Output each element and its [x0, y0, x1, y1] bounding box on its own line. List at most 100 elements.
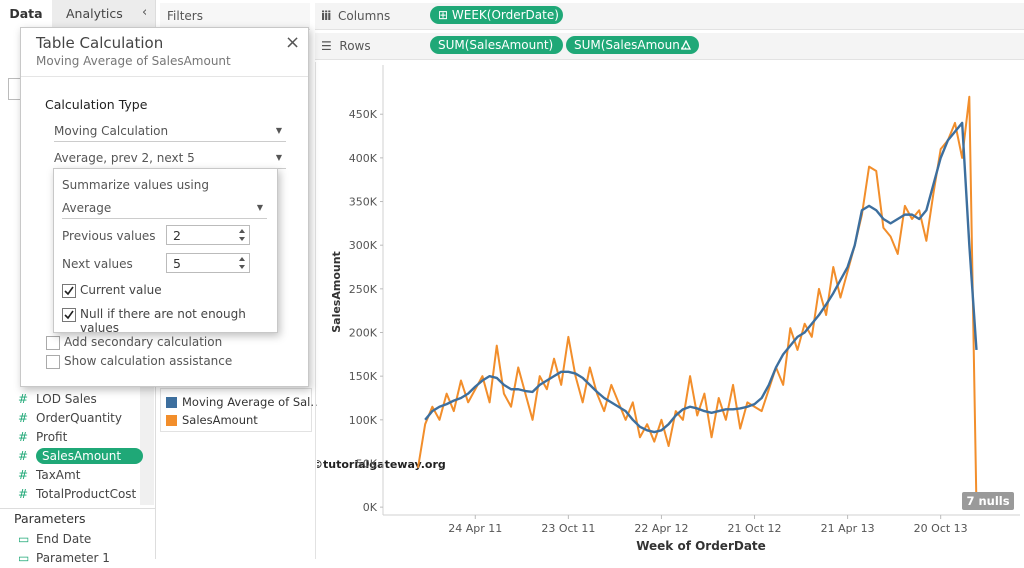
y-tick-label: 150K: [349, 370, 378, 383]
check-mark: [64, 286, 74, 296]
columns-label-text: Columns: [337, 9, 391, 23]
x-tick-label: 21 Oct 12: [728, 522, 782, 535]
field-icon: #: [18, 449, 29, 463]
rows-label-text: Rows: [339, 39, 371, 53]
summarize-dropdown[interactable]: Average ▼: [62, 198, 267, 219]
field-name: TaxAmt: [36, 468, 81, 482]
legend-label: Moving Average of Sal..: [182, 395, 318, 409]
y-tick-label: 50K: [356, 457, 378, 470]
dialog-subtitle: Moving Average of SalesAmount: [36, 54, 231, 68]
chart-pane: [315, 62, 1024, 559]
divider: [21, 76, 308, 77]
rows-pill[interactable]: SUM(SalesAmount): [430, 36, 563, 54]
x-tick-label: 22 Apr 12: [634, 522, 688, 535]
calculation-type-dropdown[interactable]: Moving Calculation ▼: [54, 121, 286, 142]
filters-title: Filters: [167, 9, 203, 23]
parameter-icon: ▭: [18, 551, 30, 565]
field[interactable]: # TaxAmt: [18, 466, 80, 485]
y-axis-title: SalesAmount: [330, 251, 343, 333]
x-tick-label: 23 Oct 11: [541, 522, 595, 535]
chart: SalesAmount Week of OrderDate ©tutorialg…: [317, 65, 1020, 553]
rows-shelf[interactable]: ☰ Rows SUM(SalesAmount) SUM(SalesAmoun..: [315, 33, 1024, 60]
delta-icon: [681, 40, 691, 50]
watermark: ©tutorialgateway.org: [317, 458, 446, 471]
y-tick-label: 250K: [349, 283, 378, 296]
field-name: LOD Sales: [36, 392, 97, 406]
secondary-label[interactable]: Add secondary calculation: [64, 335, 223, 349]
field-name: SalesAmount: [36, 448, 144, 464]
y-tick-label: 0K: [363, 501, 378, 514]
next-label: Next values: [62, 257, 133, 271]
pill-text: WEEK(OrderDate): [451, 8, 559, 22]
spinner-value: 5: [173, 256, 181, 271]
secondary-checkbox[interactable]: [46, 336, 60, 350]
current-value-checkbox[interactable]: [62, 284, 76, 298]
series-line: [424, 121, 978, 434]
next-spinner[interactable]: 5: [166, 253, 250, 273]
section-title: Calculation Type: [45, 97, 148, 112]
field-icon: #: [18, 392, 29, 406]
y-tick-label: 400K: [349, 152, 378, 165]
spinner-value: 2: [173, 228, 181, 243]
assistance-label[interactable]: Show calculation assistance: [64, 354, 233, 368]
collapse-button[interactable]: ‹: [142, 5, 148, 20]
rows-pill[interactable]: SUM(SalesAmoun..: [566, 36, 699, 54]
previous-spinner[interactable]: 2: [166, 225, 250, 245]
close-button[interactable]: ×: [285, 32, 301, 53]
field[interactable]: # SalesAmount: [18, 447, 144, 466]
summary-dropdown[interactable]: Average, prev 2, next 5 ▼: [54, 148, 286, 169]
divider: [0, 508, 155, 509]
parameter-icon: ▭: [18, 532, 30, 546]
x-axis-title: Week of OrderDate: [636, 539, 766, 553]
x-tick-label: 24 Apr 11: [448, 522, 502, 535]
field-icon: #: [18, 487, 29, 501]
pill-text: SUM(SalesAmount): [438, 38, 554, 52]
field[interactable]: # TotalProductCost: [18, 485, 136, 504]
x-tick-label: 20 Oct 13: [914, 522, 968, 535]
dialog-title: Table Calculation: [36, 34, 164, 52]
nulls-badge: [962, 492, 1014, 510]
legend-label: SalesAmount: [182, 413, 258, 427]
field[interactable]: # LOD Sales: [18, 390, 97, 409]
previous-label: Previous values: [62, 229, 156, 243]
analytics-tab[interactable]: Analytics: [66, 6, 123, 21]
field[interactable]: # OrderQuantity: [18, 409, 122, 428]
field-icon: #: [18, 468, 29, 482]
current-value-label[interactable]: Current value: [80, 283, 162, 297]
check-mark: [64, 310, 74, 320]
summarize-label: Summarize values using: [62, 178, 209, 192]
assistance-checkbox[interactable]: [46, 355, 60, 369]
parameter-name: End Date: [36, 532, 92, 546]
null-option-checkbox[interactable]: [62, 308, 76, 322]
parameter[interactable]: ▭ End Date: [18, 530, 91, 549]
field-icon: #: [18, 411, 29, 425]
parameter-name: Parameter 1: [36, 551, 110, 565]
legend: Moving Average of Sal.. SalesAmount: [160, 388, 318, 432]
pill-text: SUM(SalesAmoun..: [574, 38, 688, 52]
field-name: TotalProductCost: [36, 487, 137, 501]
y-tick-label: 300K: [349, 239, 378, 252]
x-tick-label: 21 Apr 13: [821, 522, 875, 535]
legend-swatch: [166, 415, 177, 426]
rows-label: ☰ Rows: [321, 39, 371, 53]
dropdown-text: Average: [62, 201, 112, 215]
y-tick-label: 200K: [349, 327, 378, 340]
parameters-title: Parameters: [14, 511, 86, 526]
summary-popup: Summarize values using Average ▼ Previous…: [53, 168, 278, 335]
y-tick-label: 350K: [349, 196, 378, 209]
field-name: Profit: [36, 430, 68, 444]
scrollbar[interactable]: [140, 380, 154, 505]
data-tab[interactable]: Data: [0, 0, 52, 28]
filters-shelf[interactable]: Filters: [160, 3, 310, 30]
columns-pill[interactable]: ⊞ WEEK(OrderDate): [430, 6, 563, 24]
columns-label: iii Columns: [321, 9, 391, 23]
field-icon: #: [18, 430, 29, 444]
columns-shelf[interactable]: iii Columns ⊞ WEEK(OrderDate): [315, 3, 1024, 30]
legend-swatch: [166, 397, 177, 408]
null-option-label[interactable]: Null if there are not enough values: [80, 307, 246, 335]
y-tick-label: 450K: [349, 108, 378, 121]
spinner-arrows[interactable]: [238, 255, 246, 271]
field[interactable]: # Profit: [18, 428, 67, 447]
spinner-arrows[interactable]: [238, 227, 246, 243]
